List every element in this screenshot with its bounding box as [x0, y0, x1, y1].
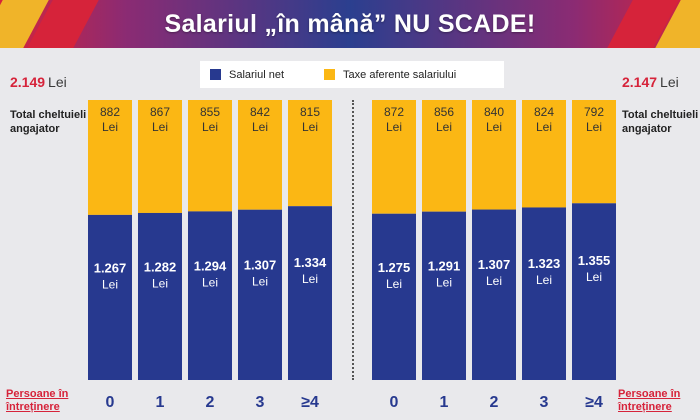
bar-net-unit-label: Lei: [152, 276, 168, 290]
bar-net-value-label: 1.294: [194, 258, 227, 273]
bar-net-unit-label: Lei: [386, 277, 402, 291]
bar-taxes-unit-label: Lei: [202, 120, 218, 134]
bar-net-unit-label: Lei: [252, 274, 268, 288]
bar-taxes: [238, 100, 282, 210]
bar-taxes-unit-label: Lei: [152, 120, 168, 134]
bar-taxes-value-label: 792: [584, 105, 604, 119]
bar-net: [422, 211, 466, 380]
bar-net: [88, 214, 132, 380]
bar-taxes: [138, 100, 182, 213]
right-total-unit: Lei: [660, 74, 679, 90]
bar-taxes-unit-label: Lei: [486, 120, 502, 134]
category-tick-label: 1: [440, 394, 449, 411]
bar-taxes-unit-label: Lei: [536, 120, 552, 134]
bar-taxes-value-label: 856: [434, 105, 454, 119]
bar-taxes-unit-label: Lei: [386, 120, 402, 134]
left-total-amount: 2.149 Lei: [10, 74, 67, 90]
bar-taxes-unit-label: Lei: [252, 120, 268, 134]
bar-net: [288, 206, 332, 380]
category-tick-label: ≥4: [585, 394, 603, 411]
bar-net-value-label: 1.323: [528, 256, 561, 271]
bar-net: [522, 207, 566, 380]
bar-taxes-value-label: 867: [150, 105, 170, 119]
bar-taxes-unit-label: Lei: [102, 120, 118, 134]
chart-legend: Salariul net Taxe aferente salariului: [200, 61, 504, 88]
bar-taxes: [472, 100, 516, 210]
bar-net: [138, 212, 182, 380]
bar-net: [572, 203, 616, 380]
bar-taxes: [88, 100, 132, 215]
legend-swatch-taxes: [324, 69, 336, 80]
bar-net: [372, 213, 416, 380]
bar-net-value-label: 1.267: [94, 261, 127, 276]
right-persons-label: Persoane în întreținere: [618, 388, 681, 413]
category-tick-label: 3: [540, 394, 549, 411]
bar-taxes-unit-label: Lei: [586, 120, 602, 134]
bar-net: [472, 209, 516, 380]
bar-net-unit-label: Lei: [202, 275, 218, 289]
bar-net-value-label: 1.291: [428, 259, 461, 274]
bar-taxes-value-label: 872: [384, 105, 404, 119]
left-total-label: Total cheltuieli angajator: [10, 109, 87, 135]
bar-net-unit-label: Lei: [536, 273, 552, 287]
bar-net: [188, 211, 232, 380]
legend-item-taxes: Taxe aferente salariului: [324, 69, 456, 81]
bar-taxes-unit-label: Lei: [436, 120, 452, 134]
bar-taxes-value-label: 824: [534, 105, 554, 119]
bar-taxes-value-label: 842: [250, 105, 270, 119]
chart-divider: [352, 100, 354, 380]
bar-taxes-value-label: 815: [300, 105, 320, 119]
left-total-value: 2.149: [10, 74, 46, 90]
bar-taxes: [372, 100, 416, 214]
bar-taxes-value-label: 882: [100, 105, 120, 119]
legend-label-net: Salariul net: [229, 68, 285, 81]
bar-net-value-label: 1.334: [294, 255, 327, 270]
bar-taxes: [188, 100, 232, 212]
bar-net-unit-label: Lei: [436, 276, 452, 290]
right-total-label: Total cheltuieli angajator: [622, 109, 699, 135]
bar-net-unit-label: Lei: [302, 272, 318, 286]
bar-net-value-label: 1.355: [578, 253, 611, 268]
legend-item-net: Salariul net: [210, 69, 284, 81]
bar-taxes-unit-label: Lei: [302, 120, 318, 134]
left-total-unit: Lei: [48, 74, 67, 90]
bar-taxes-value-label: 840: [484, 105, 504, 119]
right-total-value: 2.147: [622, 74, 658, 90]
category-tick-label: 2: [206, 394, 215, 411]
category-tick-label: 3: [256, 394, 265, 411]
bar-net-value-label: 1.275: [378, 260, 411, 275]
bar-net-unit-label: Lei: [102, 278, 118, 292]
bar-net-value-label: 1.307: [244, 257, 277, 272]
category-tick-label: 0: [390, 394, 399, 411]
bar-taxes: [422, 100, 466, 212]
category-tick-label: 1: [156, 394, 165, 411]
bar-net-value-label: 1.282: [144, 259, 177, 274]
left-persons-label: Persoane în întreținere: [6, 388, 69, 413]
category-tick-label: 2: [490, 394, 499, 411]
legend-swatch-net: [210, 69, 221, 80]
bar-taxes: [288, 100, 332, 207]
legend-label-taxes: Taxe aferente salariului: [343, 68, 457, 81]
bar-net-unit-label: Lei: [486, 274, 502, 288]
right-total-amount: 2.147 Lei: [622, 74, 679, 90]
page-title: Salariul „în mână” NU SCADE!: [164, 9, 536, 38]
category-tick-label: 0: [106, 394, 115, 411]
bar-net: [238, 209, 282, 380]
bar-net-unit-label: Lei: [586, 270, 602, 284]
category-tick-label: ≥4: [301, 394, 319, 411]
bar-taxes: [522, 100, 566, 208]
title-banner: Salariul „în mână” NU SCADE!: [0, 0, 700, 48]
bar-taxes-value-label: 855: [200, 105, 220, 119]
bar-net-value-label: 1.307: [478, 257, 511, 272]
bar-taxes: [572, 100, 616, 204]
